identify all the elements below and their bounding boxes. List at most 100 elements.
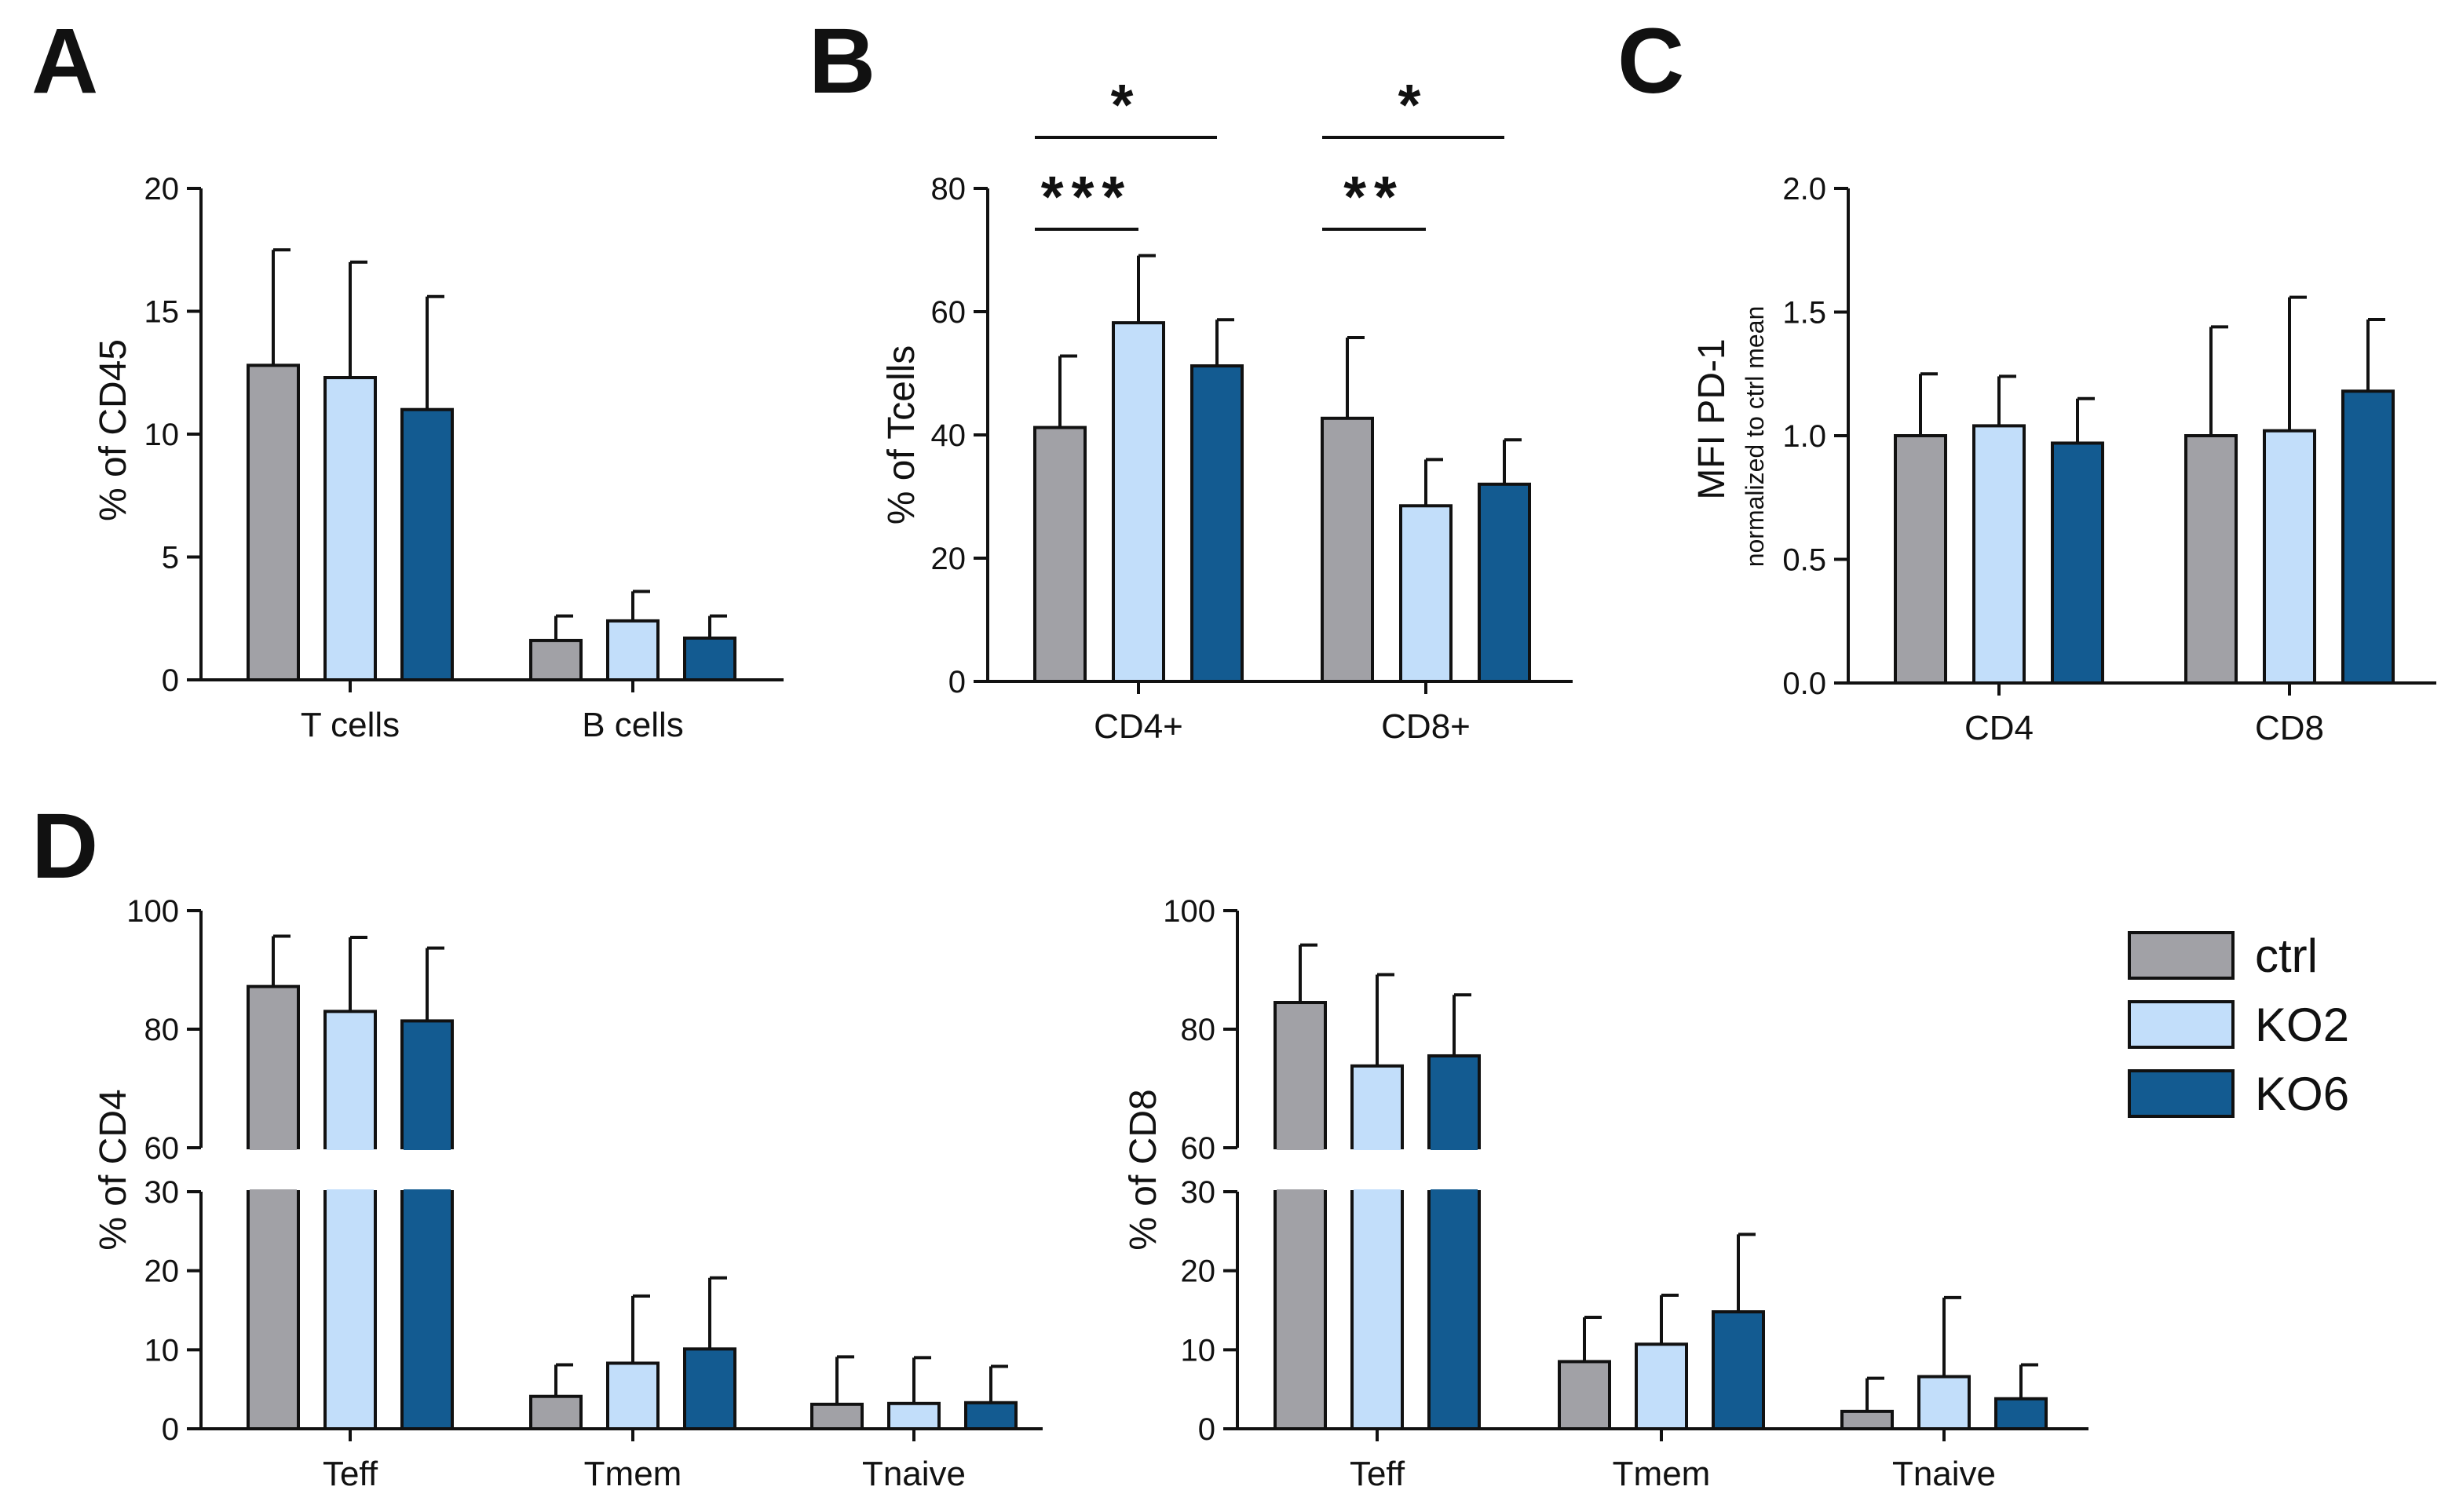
- bar-ko6: [1712, 1310, 1765, 1430]
- panel-d-cd4-y-axis-label: % of CD4: [93, 1089, 134, 1250]
- panel-d-cd8-chart: 60 80 100 0 10 20 30 Teff Tmem Tnaive % of CD8: [1123, 894, 2088, 1493]
- legend-label-ctrl: ctrl: [2255, 929, 2318, 982]
- bar-ctrl: [810, 1402, 864, 1431]
- y-tick-label: 0: [162, 1412, 179, 1447]
- x-tick-label: Tnaive: [862, 1455, 966, 1493]
- bar-ctrl: [1033, 425, 1087, 684]
- bar-ko2-upper: [1350, 1064, 1404, 1150]
- x-tick-label: Teff: [1350, 1455, 1405, 1493]
- bar-ko6-lower: [1427, 1190, 1481, 1430]
- bar-ctrl-lower: [247, 1190, 300, 1430]
- bar-ko6: [1190, 364, 1244, 683]
- y-tick-label: 15: [144, 295, 180, 330]
- y-tick-label: 0: [1198, 1412, 1215, 1447]
- panel-letter-c: C: [1617, 9, 1684, 113]
- legend-label-ko2: KO2: [2255, 999, 2349, 1051]
- y-tick-label: 60: [1181, 1131, 1216, 1166]
- bar-ctrl: [1894, 434, 1947, 685]
- y-tick-label: 60: [931, 295, 967, 330]
- panel-d-cd4-chart: 60 80 100 0 10 20 30 Teff Tmem Tnaive % of CD4: [93, 894, 1043, 1493]
- panel-c-axes: 0.0 0.5 1.0 1.5 2.0 CD4 CD8: [1782, 172, 2436, 747]
- significance-stars: ***: [1041, 164, 1132, 229]
- bar-ctrl-upper: [247, 984, 300, 1150]
- bar-ko6: [1478, 482, 1531, 683]
- significance-stars: *: [1398, 72, 1429, 137]
- x-tick-label: CD4+: [1094, 707, 1183, 746]
- y-tick-label: 20: [144, 172, 180, 206]
- bar-ko6-lower: [400, 1190, 454, 1430]
- bar-break-mask: [1354, 1145, 1401, 1150]
- bar-break-mask: [1431, 1189, 1478, 1194]
- y-tick-label: 0: [948, 665, 966, 699]
- y-tick-label: 1.5: [1782, 296, 1826, 331]
- panel-letter-d: D: [31, 794, 98, 898]
- panel-d-cd8-y-axis-label: % of CD8: [1123, 1089, 1164, 1250]
- bar-ctrl: [529, 1394, 583, 1431]
- bar-ko2: [1112, 321, 1165, 683]
- bar-ko6: [400, 407, 454, 681]
- panel-letter-a: A: [31, 9, 98, 113]
- panel-d-cd4-marks: [247, 934, 1018, 1431]
- legend-swatch-ko6: [2128, 1069, 2235, 1118]
- bar-ko6-upper: [400, 1019, 454, 1150]
- panel-b-axes: 0 20 40 60 80 CD4+ CD8+: [931, 172, 1573, 746]
- bar-ko2: [1972, 424, 2026, 685]
- y-tick-label: 10: [144, 418, 180, 452]
- y-tick-label: 1.0: [1782, 419, 1826, 454]
- bar-ko6: [1994, 1397, 2048, 1431]
- bar-ctrl: [2184, 434, 2238, 685]
- y-tick-label: 40: [931, 418, 967, 453]
- panel-a-marks: [247, 248, 736, 682]
- bar-ko6-upper: [1427, 1054, 1481, 1149]
- x-tick-label: T cells: [301, 706, 400, 744]
- y-tick-label: 20: [931, 542, 967, 576]
- y-tick-label: 10: [144, 1333, 180, 1368]
- panel-b-marks: *******: [1033, 72, 1531, 684]
- bar-break-mask: [404, 1189, 451, 1194]
- bar-break-mask: [1277, 1189, 1324, 1194]
- x-tick-label: B cells: [582, 706, 684, 744]
- panel-c-y-axis-sublabel: normalized to ctrl mean: [1741, 306, 1769, 568]
- legend-label-ko6: KO6: [2255, 1068, 2349, 1120]
- bar-ko2: [2263, 429, 2316, 685]
- y-tick-label: 80: [144, 1013, 180, 1047]
- y-tick-label: 30: [144, 1175, 180, 1210]
- bar-break-mask: [250, 1145, 297, 1150]
- panel-a-y-axis-label: % of CD45: [93, 339, 134, 521]
- bar-break-mask: [327, 1189, 374, 1194]
- y-tick-label: 5: [162, 541, 179, 575]
- bar-break-mask: [327, 1145, 374, 1150]
- y-tick-label: 0: [162, 663, 179, 698]
- bar-ko6: [683, 1347, 736, 1430]
- y-tick-label: 2.0: [1782, 172, 1826, 206]
- x-tick-label: Tnaive: [1892, 1455, 1996, 1493]
- bar-break-mask: [404, 1145, 451, 1150]
- bar-ko2: [1917, 1375, 1971, 1431]
- panel-c-chart: 0.0 0.5 1.0 1.5 2.0 CD4 CD8 MFI PD-1 normalize…: [1691, 172, 2436, 747]
- x-tick-label: CD8: [2255, 709, 2324, 747]
- y-tick-label: 20: [144, 1255, 180, 1289]
- panel-b-y-axis-label: % of Tcells: [881, 345, 923, 525]
- y-tick-label: 20: [1181, 1255, 1216, 1289]
- x-tick-label: CD4: [1964, 709, 2034, 747]
- y-tick-label: 60: [144, 1131, 180, 1166]
- bar-ctrl: [1558, 1360, 1611, 1431]
- bar-ko2-upper: [323, 1010, 377, 1149]
- y-tick-label: 30: [1181, 1175, 1216, 1210]
- bar-break-mask: [1277, 1145, 1324, 1150]
- legend-swatch-ctrl: [2128, 931, 2235, 980]
- x-tick-label: Tmem: [1613, 1455, 1711, 1493]
- bar-ko6: [683, 636, 736, 681]
- x-tick-label: CD8+: [1381, 707, 1471, 746]
- y-tick-label: 80: [931, 172, 967, 206]
- x-tick-label: Tmem: [584, 1455, 682, 1493]
- bar-ko2: [606, 619, 660, 682]
- y-tick-label: 0.0: [1782, 667, 1826, 701]
- bar-ko2: [887, 1401, 941, 1430]
- bar-ko2: [1399, 504, 1453, 684]
- bar-ctrl: [247, 363, 300, 681]
- bar-break-mask: [1431, 1145, 1478, 1150]
- significance-stars: *: [1111, 72, 1142, 137]
- y-tick-label: 80: [1181, 1013, 1216, 1047]
